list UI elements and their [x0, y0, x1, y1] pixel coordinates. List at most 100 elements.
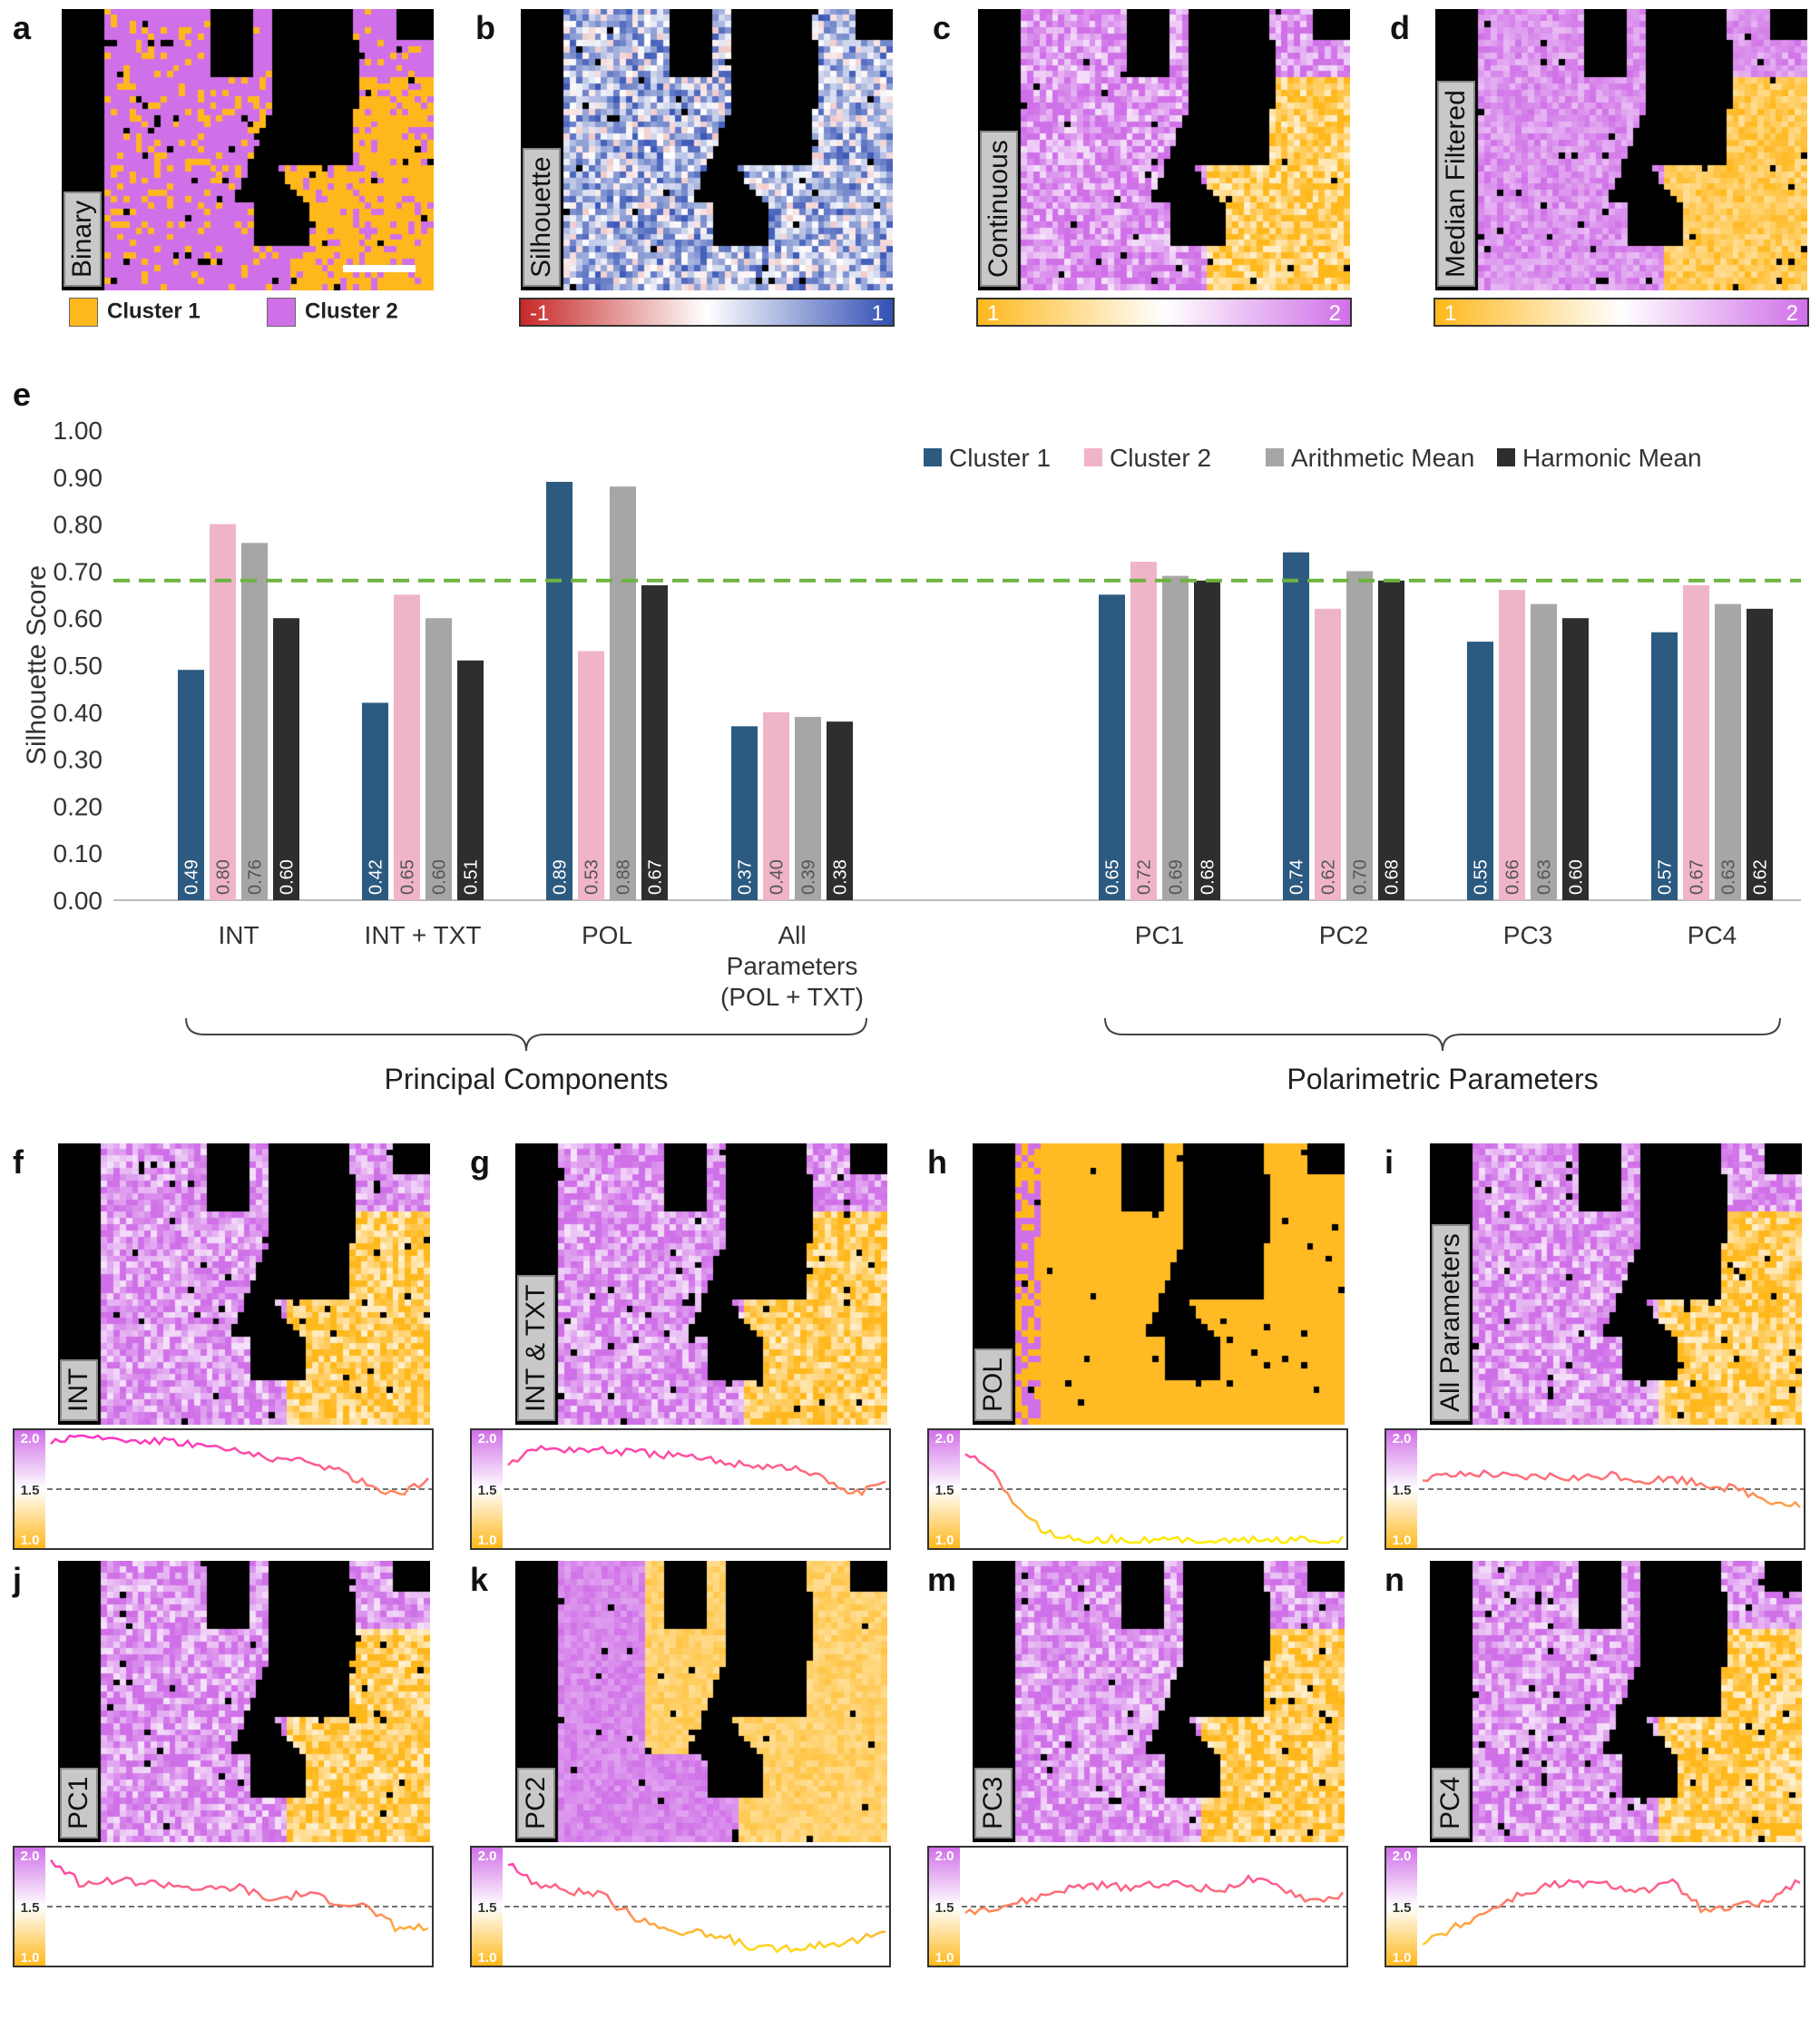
legend-label-cluster1: Cluster 1: [949, 444, 1051, 472]
profile-colorbar: [1386, 1430, 1417, 1548]
pol-map-label: POL: [974, 1348, 1013, 1421]
data-label: 0.66: [1503, 859, 1523, 895]
colorbar-min: 1: [1444, 301, 1457, 326]
panel-letter-f: f: [13, 1143, 24, 1181]
bar-harmonic-mean: [827, 721, 853, 900]
profile-tick-label: 1.0: [478, 1533, 497, 1548]
profile-line: [50, 1434, 429, 1496]
brace: [185, 1017, 867, 1052]
continuous-colorbar: 1 2: [976, 298, 1352, 327]
data-label: 0.40: [768, 859, 788, 895]
panel-letter-g: g: [470, 1143, 490, 1181]
profile-line: [49, 1858, 429, 1934]
bar-arithmetic-mean: [1531, 603, 1557, 900]
bar-cluster1: [1283, 552, 1309, 900]
profile-tick-label: 1.5: [478, 1483, 497, 1498]
data-label: 0.60: [1567, 859, 1587, 895]
profile-tick-label: 2.0: [1393, 1431, 1412, 1446]
bar-cluster1: [1099, 594, 1125, 900]
profile-tick-label: 1.5: [1393, 1900, 1412, 1916]
data-label: 0.76: [246, 859, 266, 895]
cluster1-swatch: [69, 298, 98, 327]
profile-line: [1422, 1468, 1801, 1509]
profile-tick-label: 1.0: [21, 1533, 40, 1548]
binary-cluster-map: [62, 9, 434, 290]
inttxt-map-label: INT & TXT: [517, 1275, 555, 1421]
bar-cluster1: [731, 726, 758, 900]
median-filtered-colorbar: 1 2: [1433, 298, 1809, 327]
panel-letter-a: a: [13, 9, 32, 46]
profile-tick-label: 1.5: [935, 1483, 954, 1498]
x-category-label: PC2: [1319, 921, 1368, 949]
scale-bar: [343, 265, 416, 272]
y-tick-label: 0.30: [54, 746, 103, 774]
data-label: 0.63: [1719, 859, 1739, 895]
legend-swatch-cluster2: [1084, 448, 1102, 466]
median-filtered-map: [1435, 9, 1807, 290]
bar-cluster2: [394, 594, 420, 900]
x-category-label: PC4: [1688, 921, 1737, 949]
data-label: 0.80: [214, 859, 234, 895]
x-category-label: PC3: [1503, 921, 1552, 949]
profile-tick-label: 2.0: [21, 1849, 40, 1864]
data-label: 0.68: [1199, 859, 1218, 895]
pc3-cluster-profile: 2.0 1.5 1.0: [927, 1846, 1348, 1967]
data-label: 0.38: [831, 859, 851, 895]
panel-letter-d: d: [1390, 9, 1410, 46]
data-label: 0.70: [1351, 859, 1371, 895]
bar-harmonic-mean: [1562, 618, 1589, 900]
bar-cluster2: [578, 651, 604, 900]
profile-tick-label: 1.5: [935, 1900, 954, 1916]
y-tick-label: 0.20: [54, 792, 103, 820]
y-tick-label: 0.60: [54, 604, 103, 633]
bar-harmonic-mean: [1194, 580, 1220, 900]
bar-cluster2: [1130, 562, 1157, 900]
legend-label-harmonic-mean: Harmonic Mean: [1522, 444, 1702, 472]
bar-arithmetic-mean: [241, 543, 268, 900]
data-label: 0.65: [1103, 859, 1123, 895]
pc1-cluster-profile: 2.0 1.5 1.0: [13, 1846, 434, 1967]
all-map-label: All Parameters: [1432, 1224, 1470, 1421]
data-label: 0.68: [1383, 859, 1403, 895]
data-label: 0.60: [278, 859, 298, 895]
data-label: 0.67: [646, 859, 666, 895]
bar-arithmetic-mean: [610, 486, 636, 900]
y-tick-label: 0.50: [54, 652, 103, 680]
pc1-map-label: PC1: [60, 1767, 98, 1839]
pol-cluster-profile: 2.0 1.5 1.0: [927, 1428, 1348, 1550]
data-label: 0.62: [1751, 859, 1771, 895]
bar-harmonic-mean: [457, 660, 484, 900]
profile-colorbar: [472, 1848, 503, 1966]
y-tick-label: 1.00: [54, 417, 103, 445]
bar-cluster2: [1499, 590, 1525, 900]
binary-map-label: Binary: [64, 191, 102, 287]
bar-harmonic-mean: [641, 584, 668, 900]
data-label: 0.60: [430, 859, 450, 895]
profile-colorbar: [15, 1848, 45, 1966]
profile-tick-label: 1.0: [21, 1950, 40, 1966]
silhouette-map: [521, 9, 893, 290]
inttxt-cluster-profile: 2.0 1.5 1.0: [470, 1428, 891, 1550]
data-label: 0.53: [582, 859, 602, 895]
profile-colorbar: [929, 1848, 960, 1966]
data-label: 0.51: [462, 859, 482, 895]
panel-letter-i: i: [1385, 1143, 1394, 1181]
profile-colorbar: [929, 1430, 960, 1548]
silhouette-colorbar: -1 1: [519, 298, 895, 327]
data-label: 0.88: [614, 859, 634, 895]
bar-cluster1: [1651, 632, 1678, 900]
brace: [1104, 1017, 1781, 1052]
bar-harmonic-mean: [1747, 608, 1773, 900]
brace-label-principal-components: Principal Components: [384, 1063, 668, 1095]
x-category-label: INT: [218, 921, 259, 949]
x-category-label: All: [778, 921, 806, 949]
bar-cluster1: [546, 481, 572, 900]
data-label: 0.67: [1688, 859, 1707, 895]
legend-label-cluster2: Cluster 2: [1110, 444, 1211, 472]
cluster1-legend-label: Cluster 1: [107, 299, 201, 324]
pc2-map-label: PC2: [517, 1767, 555, 1839]
profile-tick-label: 2.0: [478, 1849, 497, 1864]
bar-harmonic-mean: [1378, 580, 1404, 900]
pc3-cluster-map: [973, 1561, 1345, 1842]
legend-swatch-cluster1: [924, 448, 942, 466]
